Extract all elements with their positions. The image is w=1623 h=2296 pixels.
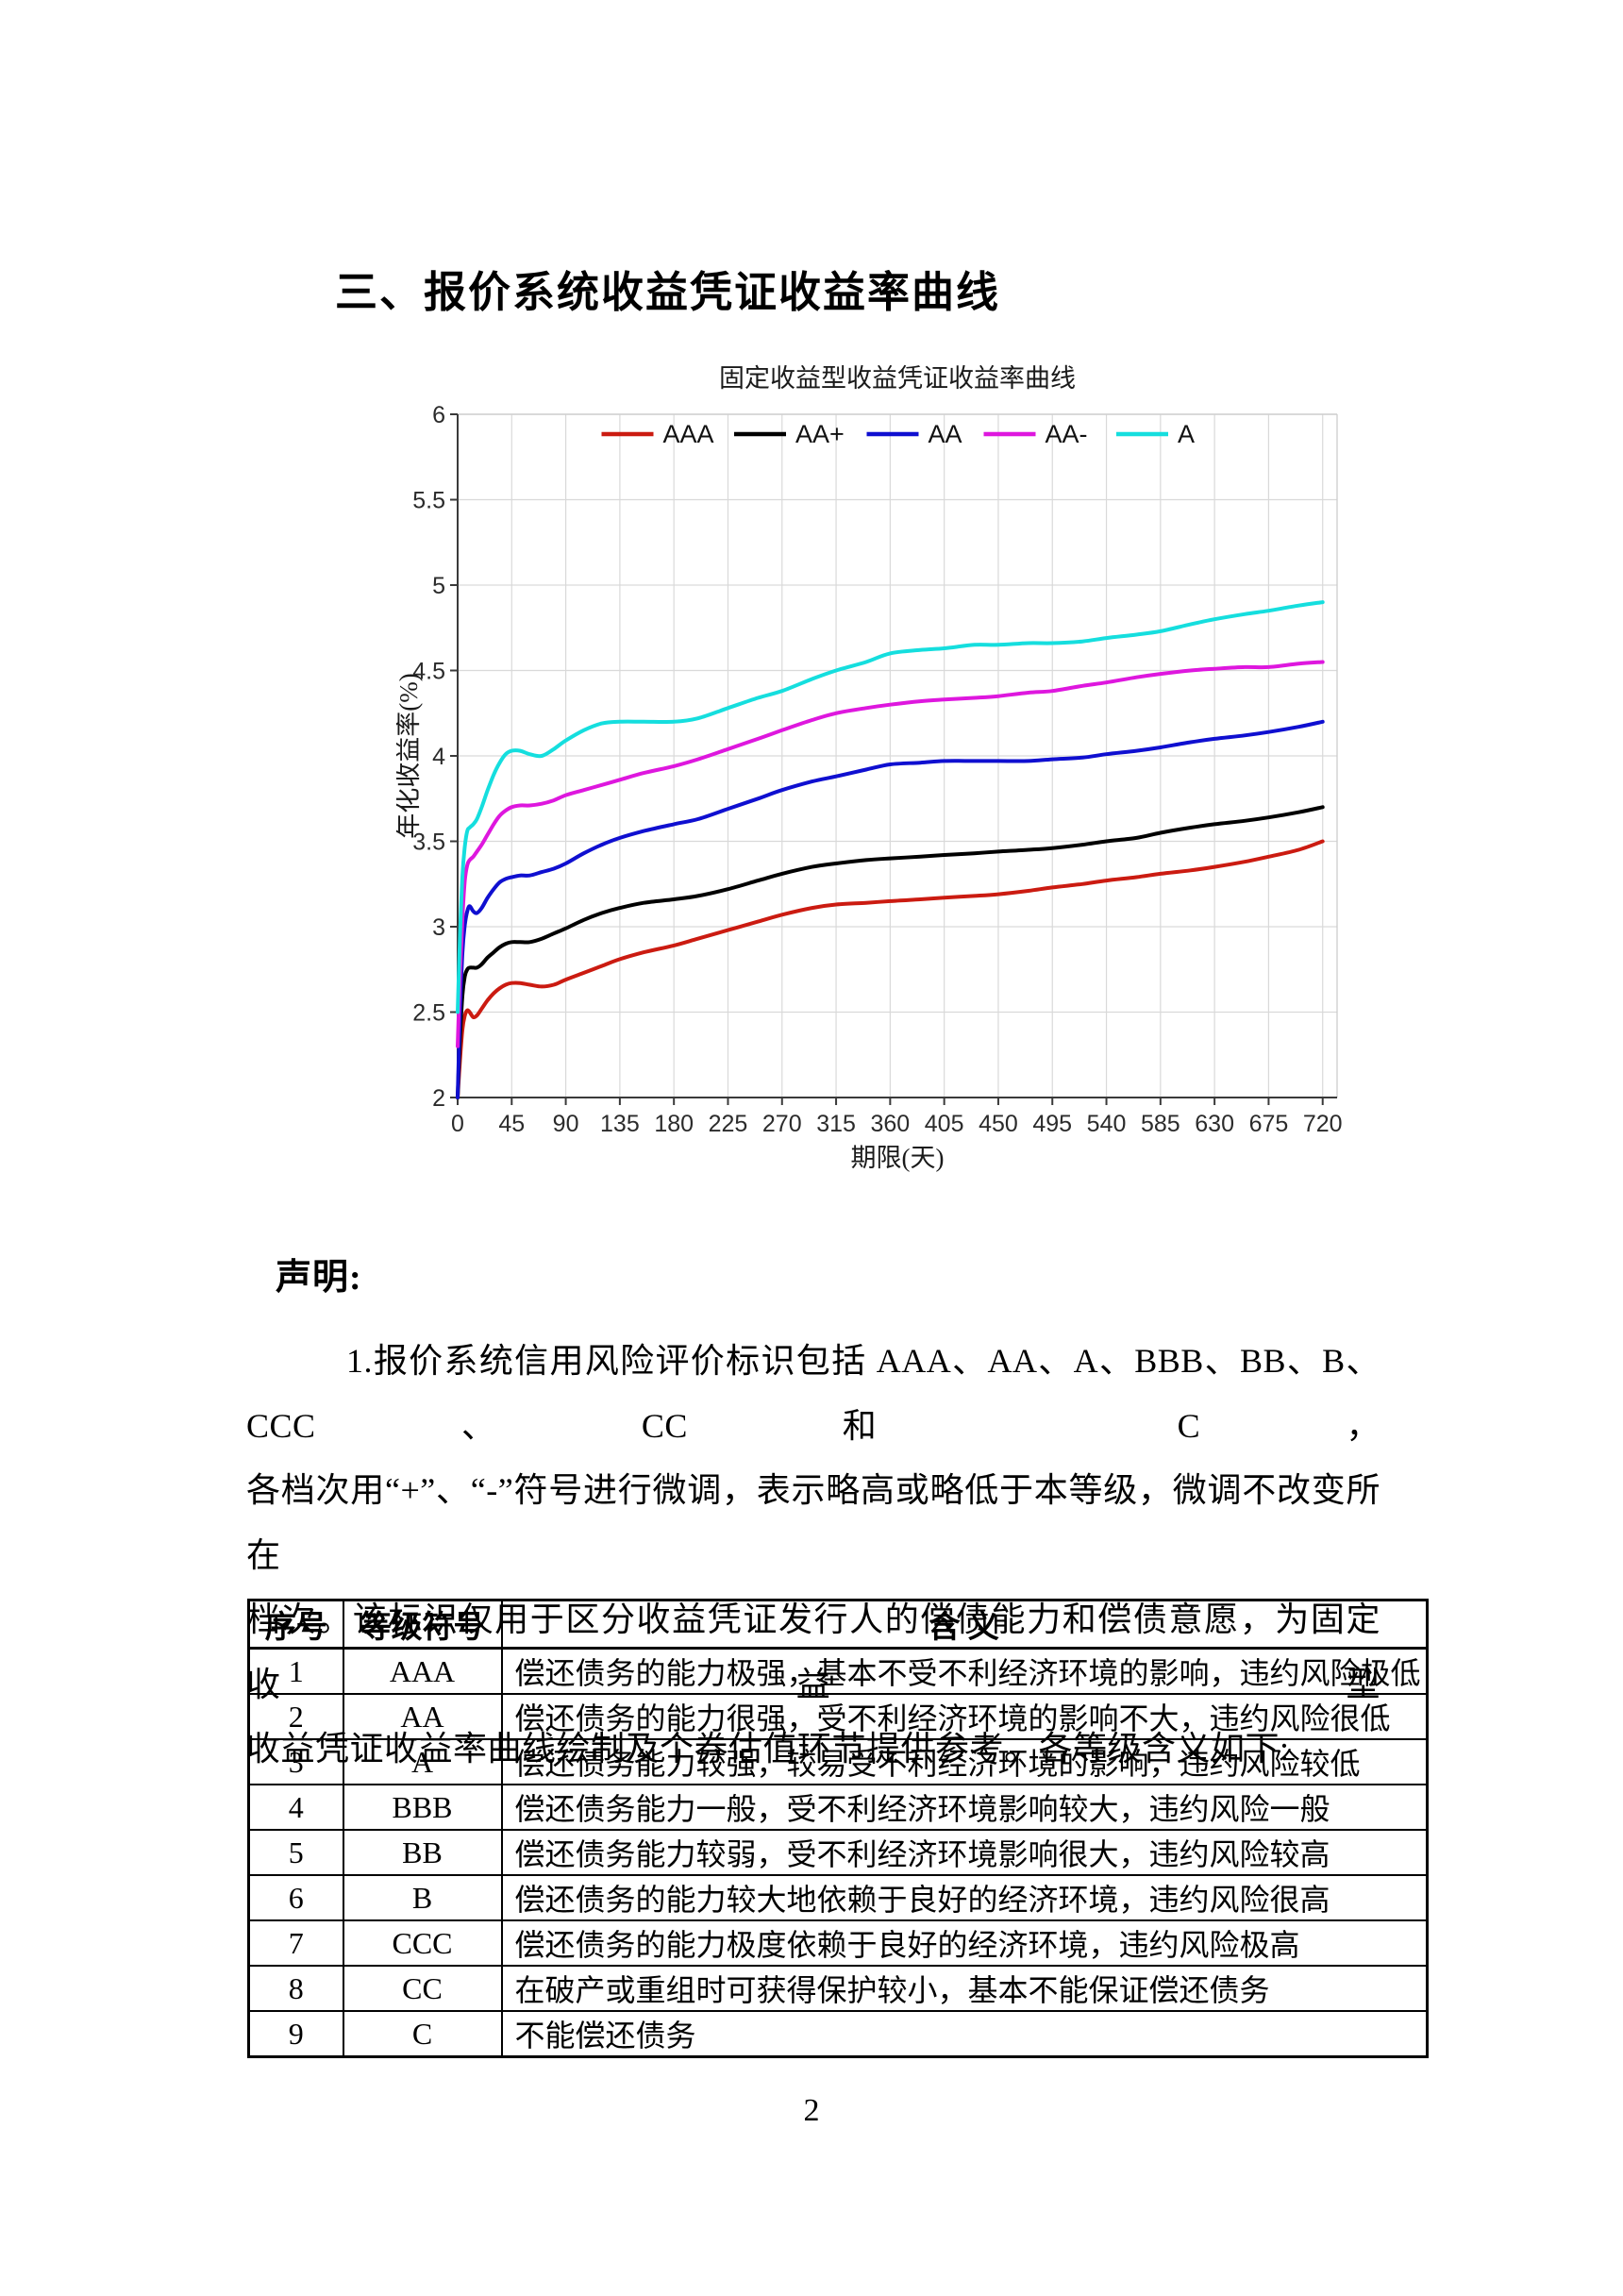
x-tick-label: 225 bbox=[709, 1111, 748, 1137]
page-number: 2 bbox=[803, 2093, 820, 2128]
cell-symbol: CC bbox=[342, 1965, 503, 2012]
cell-meaning: 偿还债务能力较强，较易受不利经济环境的影响，违约风险较低 bbox=[500, 1738, 1429, 1785]
x-tick-label: 630 bbox=[1195, 1111, 1234, 1137]
chart-title: 固定收益型收益凭证收益率曲线 bbox=[719, 364, 1076, 393]
cell-symbol: AAA bbox=[342, 1647, 503, 1695]
x-tick-label: 405 bbox=[925, 1111, 964, 1137]
chart-gridlines bbox=[458, 413, 1337, 1098]
legend-label: AA+ bbox=[795, 420, 845, 448]
legend-item-AA-: AA- bbox=[983, 420, 1088, 448]
x-tick-label: 315 bbox=[816, 1111, 856, 1137]
series-line-AA- bbox=[456, 660, 1325, 1048]
cell-index: 6 bbox=[247, 1874, 344, 1921]
y-tick-label: 2 bbox=[432, 1085, 445, 1112]
cell-index: 3 bbox=[247, 1738, 344, 1785]
table-row: 4 BBB 偿还债务能力一般，受不利经济环境影响较大，违约风险一般 bbox=[247, 1784, 1429, 1831]
cell-symbol: A bbox=[342, 1738, 503, 1785]
cell-meaning: 偿还债务的能力很强，受不利经济环境的影响不大，违约风险很低 bbox=[500, 1693, 1429, 1740]
header-cell-meaning: 含 义 bbox=[500, 1599, 1429, 1650]
x-tick-label: 270 bbox=[762, 1111, 802, 1137]
legend-label: AA bbox=[929, 420, 962, 448]
series-line-A bbox=[456, 600, 1325, 1014]
table-row: 7 CCC 偿还债务的能力极度依赖于良好的经济环境，违约风险极高 bbox=[247, 1919, 1429, 1967]
y-tick-label: 6 bbox=[432, 402, 445, 428]
x-tick-label: 135 bbox=[600, 1111, 640, 1137]
ratings-table: 序号 等级符号 含 义 1 AAA 偿还债务的能力极强，基本不受不利经济环境的影响，… bbox=[247, 1599, 1429, 2058]
table-row: 8 CC 在破产或重组时可获得保护较小，基本不能保证偿还债务 bbox=[247, 1965, 1429, 2012]
chart-axes: 0 45 90 135 180 225 270 315 360 405 450 495 540 585 63… bbox=[412, 402, 1342, 1137]
legend-item-AA+: AA+ bbox=[734, 420, 845, 448]
cell-meaning: 偿还债务的能力极强，基本不受不利经济环境的影响，违约风险极低 bbox=[500, 1647, 1429, 1695]
legend-item-AA: AA bbox=[866, 420, 962, 448]
y-tick-label: 4 bbox=[432, 744, 445, 770]
x-tick-label: 675 bbox=[1249, 1111, 1289, 1137]
table-header-row: 序号 等级符号 含 义 bbox=[247, 1599, 1429, 1650]
legend-item-A: A bbox=[1116, 420, 1195, 448]
x-tick-label: 540 bbox=[1087, 1111, 1127, 1137]
cell-index: 5 bbox=[247, 1829, 344, 1876]
cell-symbol: C bbox=[342, 2010, 503, 2058]
statement-line: 各档次用“+”、“-”符号进行微调，表示略高或略低于本等级，微调不改变所在 bbox=[246, 1471, 1380, 1574]
x-tick-label: 0 bbox=[451, 1111, 464, 1137]
yield-curve-chart: 0 45 90 135 180 225 270 315 360 405 450 495 540 585 63… bbox=[396, 364, 1343, 1172]
table-row: 5 BB 偿还债务能力较弱，受不利经济环境影响很大，违约风险较高 bbox=[247, 1829, 1429, 1876]
table-row: 2 AA 偿还债务的能力很强，受不利经济环境的影响不大，违约风险很低 bbox=[247, 1693, 1429, 1740]
cell-meaning: 偿还债务的能力极度依赖于良好的经济环境，违约风险极高 bbox=[500, 1919, 1429, 1967]
series-line-AA bbox=[456, 719, 1325, 1099]
y-tick-label: 5.5 bbox=[412, 488, 445, 514]
chart-legend: AAA AA+ AA AA- A bbox=[601, 420, 1195, 448]
series-line-AAA bbox=[456, 839, 1325, 1099]
cell-symbol: BB bbox=[342, 1829, 503, 1876]
statement-heading: 声明: bbox=[276, 1258, 362, 1298]
cell-symbol: B bbox=[342, 1874, 503, 1921]
cell-meaning: 偿还债务能力较弱，受不利经济环境影响很大，违约风险较高 bbox=[500, 1829, 1429, 1876]
x-tick-label: 360 bbox=[871, 1111, 911, 1137]
header-cell-index: 序号 bbox=[247, 1599, 344, 1650]
y-tick-label: 3.5 bbox=[412, 830, 445, 856]
legend-item-AAA: AAA bbox=[601, 420, 714, 448]
y-tick-label: 3 bbox=[432, 914, 445, 941]
cell-symbol: BBB bbox=[342, 1784, 503, 1831]
cell-index: 8 bbox=[247, 1965, 344, 2012]
x-tick-label: 450 bbox=[979, 1111, 1018, 1137]
cell-index: 9 bbox=[247, 2010, 344, 2058]
cell-meaning: 偿还债务能力一般，受不利经济环境影响较大，违约风险一般 bbox=[500, 1784, 1429, 1831]
cell-index: 4 bbox=[247, 1784, 344, 1831]
x-tick-label: 495 bbox=[1032, 1111, 1072, 1137]
x-tick-label: 90 bbox=[553, 1111, 579, 1137]
series-line-AA+ bbox=[456, 805, 1325, 1099]
header-cell-symbol: 等级符号 bbox=[342, 1599, 503, 1650]
cell-meaning: 偿还债务的能力较大地依赖于良好的经济环境，违约风险很高 bbox=[500, 1874, 1429, 1921]
cell-index: 2 bbox=[247, 1693, 344, 1740]
x-tick-label: 45 bbox=[498, 1111, 525, 1137]
y-tick-label: 5 bbox=[432, 573, 445, 599]
chart-series bbox=[456, 600, 1325, 1099]
table-row: 3 A 偿还债务能力较强，较易受不利经济环境的影响，违约风险较低 bbox=[247, 1738, 1429, 1785]
cell-meaning: 在破产或重组时可获得保护较小，基本不能保证偿还债务 bbox=[500, 1965, 1429, 2012]
table-row: 6 B 偿还债务的能力较大地依赖于良好的经济环境，违约风险很高 bbox=[247, 1874, 1429, 1921]
y-tick-label: 4.5 bbox=[412, 659, 445, 685]
cell-symbol: CCC bbox=[342, 1919, 503, 1967]
y-tick-label: 2.5 bbox=[412, 1000, 445, 1027]
x-tick-label: 180 bbox=[654, 1111, 694, 1137]
x-tick-label: 720 bbox=[1303, 1111, 1343, 1137]
cell-meaning: 不能偿还债务 bbox=[500, 2010, 1429, 2058]
cell-index: 7 bbox=[247, 1919, 344, 1967]
legend-label: AA- bbox=[1046, 420, 1088, 448]
legend-label: A bbox=[1178, 420, 1195, 448]
cell-index: 1 bbox=[247, 1647, 344, 1695]
yield-curve-figure: 0 45 90 135 180 225 270 315 360 405 450 495 540 585 63… bbox=[396, 351, 1359, 1191]
cell-symbol: AA bbox=[342, 1693, 503, 1740]
statement-line: 1.报价系统信用风险评价标识包括 AAA、AA、A、BBB、BB、B、CCC、C… bbox=[246, 1342, 1380, 1445]
legend-label: AAA bbox=[663, 420, 714, 448]
table-row: 9 C 不能偿还债务 bbox=[247, 2010, 1429, 2058]
page-title: 三、报价系统收益凭证收益率曲线 bbox=[335, 268, 1001, 317]
x-axis-label: 期限(天) bbox=[851, 1144, 945, 1172]
y-axis-label: 年化收益率(%) bbox=[396, 673, 423, 838]
x-tick-label: 585 bbox=[1141, 1111, 1180, 1137]
table-row: 1 AAA 偿还债务的能力极强，基本不受不利经济环境的影响，违约风险极低 bbox=[247, 1647, 1429, 1695]
